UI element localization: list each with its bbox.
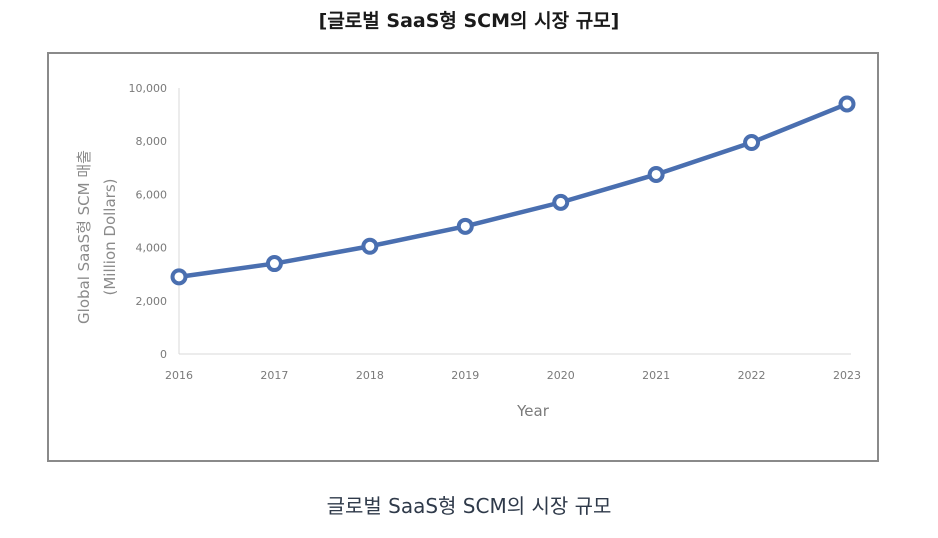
figure-title: [글로벌 SaaS형 SCM의 시장 규모] [318, 10, 620, 32]
y-axis-label-unit: (Million Dollars) [101, 178, 119, 295]
y-tick-label: 10,000 [129, 82, 168, 95]
data-point [456, 217, 474, 235]
data-point [743, 134, 761, 152]
data-point [552, 193, 570, 211]
y-tick-label: 0 [160, 348, 167, 361]
x-tick-label: 2016 [165, 369, 193, 382]
data-point [170, 268, 188, 286]
data-point [838, 95, 856, 113]
x-tick-label: 2021 [642, 369, 670, 382]
y-tick-label: 6,000 [136, 188, 168, 201]
data-point [361, 237, 379, 255]
data-point [647, 165, 665, 183]
series-group [170, 95, 856, 286]
y-tick-label: 2,000 [136, 295, 168, 308]
x-tick-label: 2020 [547, 369, 575, 382]
x-tick-label: 2023 [833, 369, 861, 382]
x-axis-ticks: 2016 2017 2018 2019 2020 2021 2022 2023 [165, 369, 861, 382]
y-axis-label: Global SaaS형 SCM 매출 [75, 150, 93, 324]
x-tick-label: 2019 [451, 369, 479, 382]
x-tick-label: 2017 [260, 369, 288, 382]
line-chart: 0 2,000 4,000 6,000 8,000 10,000 2016 2017 2018… [75, 82, 861, 420]
figure-caption: 글로벌 SaaS형 SCM의 시장 규모 [326, 494, 612, 518]
x-tick-label: 2022 [738, 369, 766, 382]
x-axis-label: Year [516, 402, 550, 420]
chart-frame: 0 2,000 4,000 6,000 8,000 10,000 2016 2017 2018… [47, 52, 879, 462]
y-axis-ticks: 0 2,000 4,000 6,000 8,000 10,000 [129, 82, 168, 361]
y-tick-label: 4,000 [136, 242, 168, 255]
series-line [178, 101, 848, 280]
data-point [265, 255, 283, 273]
x-tick-label: 2018 [356, 369, 384, 382]
y-tick-label: 8,000 [136, 135, 168, 148]
